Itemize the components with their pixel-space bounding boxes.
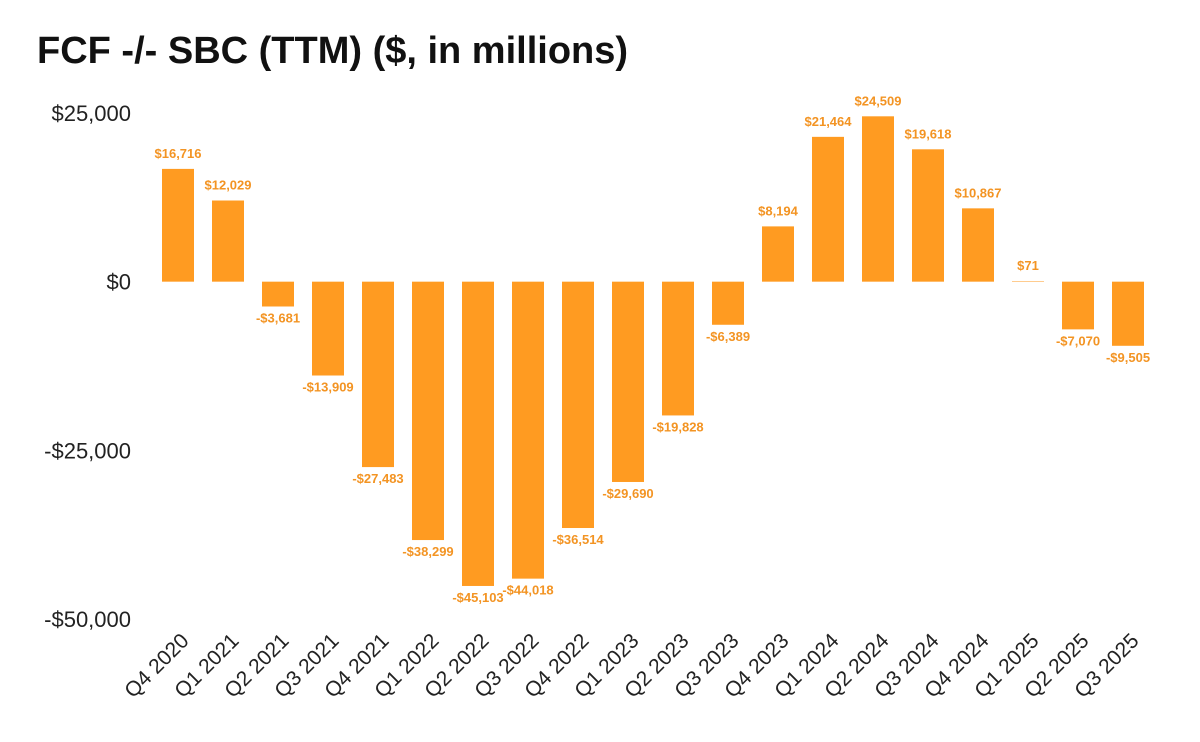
- bar: [962, 208, 994, 282]
- data-label: -$44,018: [502, 583, 553, 598]
- bar: [262, 281, 294, 307]
- data-label: -$45,103: [452, 590, 503, 605]
- data-label: -$29,690: [602, 486, 653, 501]
- data-label: -$9,505: [1106, 350, 1150, 365]
- data-label: -$6,389: [706, 329, 750, 344]
- bar: [812, 136, 844, 282]
- data-label: $71: [1017, 258, 1039, 273]
- bar: [612, 281, 644, 482]
- bar: [512, 281, 544, 579]
- bar: [212, 200, 244, 282]
- bar: [862, 116, 894, 282]
- data-label: -$36,514: [552, 532, 604, 547]
- bar: [412, 281, 444, 541]
- bar: [662, 281, 694, 416]
- bar: [562, 281, 594, 529]
- chart-title: FCF -/- SBC (TTM) ($, in millions): [37, 30, 629, 72]
- data-label: -$27,483: [352, 471, 403, 486]
- data-label: $10,867: [955, 185, 1002, 200]
- bar: [1062, 281, 1094, 330]
- y-tick-label: $0: [107, 270, 131, 295]
- bar: [712, 281, 744, 325]
- bar: [1112, 281, 1144, 346]
- y-axis: $25,000 $0 -$25,000 -$50,000: [44, 101, 131, 632]
- bar: [362, 281, 394, 468]
- bar: [462, 281, 494, 586]
- bar: [912, 149, 944, 282]
- data-label: $8,194: [758, 203, 799, 218]
- data-label: -$3,681: [256, 311, 300, 326]
- data-label: $24,509: [855, 93, 902, 108]
- y-tick-label: $25,000: [51, 101, 131, 126]
- y-tick-label: -$25,000: [44, 438, 131, 463]
- data-label: $19,618: [905, 126, 952, 141]
- data-label: -$38,299: [402, 544, 453, 559]
- data-label: -$19,828: [652, 419, 703, 434]
- bar: [762, 226, 794, 282]
- data-label: $21,464: [805, 114, 853, 129]
- data-label: -$7,070: [1056, 333, 1100, 348]
- data-label: $12,029: [205, 178, 252, 193]
- bar: [312, 281, 344, 376]
- data-label: $16,716: [155, 146, 202, 161]
- bar: [1012, 281, 1044, 282]
- bar: [162, 168, 194, 282]
- y-tick-label: -$50,000: [44, 607, 131, 632]
- data-label: -$13,909: [302, 380, 353, 395]
- data-labels: $16,716 $12,029 -$3,681 -$13,909 -$27,483 -$3…: [155, 93, 1151, 605]
- bars: [162, 116, 1144, 586]
